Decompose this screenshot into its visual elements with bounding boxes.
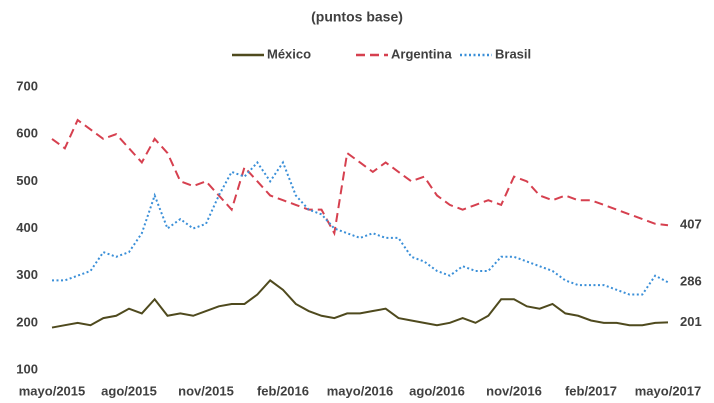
series-line (51, 118, 669, 237)
x-tick-label: nov/2015 (178, 383, 234, 398)
x-tick-label: mayo/2015 (19, 383, 86, 398)
end-label: 286 (680, 274, 702, 289)
x-tick-label: ago/2015 (101, 383, 157, 398)
x-tick-label: mayo/2016 (327, 383, 394, 398)
end-label: 201 (680, 314, 702, 329)
series-line (51, 279, 669, 329)
y-tick-label: 500 (16, 173, 38, 188)
y-tick-label: 400 (16, 220, 38, 235)
series-line (52, 160, 669, 296)
x-tick-label: nov/2016 (486, 383, 542, 398)
y-tick-label: 700 (16, 78, 38, 93)
legend-label: México (267, 46, 311, 61)
end-label: 407 (680, 217, 702, 232)
y-tick-label: 100 (16, 361, 38, 376)
x-tick-label: feb/2017 (565, 383, 617, 398)
legend-label: Brasil (495, 46, 531, 61)
y-tick-label: 300 (16, 267, 38, 282)
x-tick-label: mayo/2017 (635, 383, 702, 398)
chart-title: (puntos base) (311, 9, 403, 25)
y-tick-label: 200 (16, 314, 38, 329)
x-tick-label: ago/2016 (409, 383, 465, 398)
y-tick-label: 600 (16, 126, 38, 141)
legend-label: Argentina (391, 46, 452, 61)
x-tick-label: feb/2016 (257, 383, 309, 398)
